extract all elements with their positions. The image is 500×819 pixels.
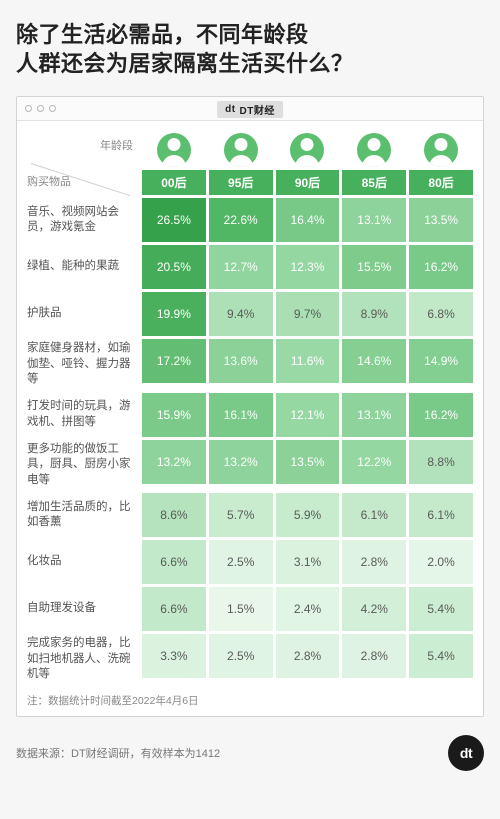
heatmap-cell: 22.6% — [209, 198, 273, 242]
note: 注：数据统计时间截至2022年4月6日 — [27, 693, 473, 708]
heatmap-cell: 6.6% — [142, 587, 206, 631]
heatmap-cell: 20.5% — [142, 245, 206, 289]
corner-label-top: 年龄段 — [100, 137, 133, 153]
heatmap-cell: 6.6% — [142, 540, 206, 584]
heatmap-cell: 13.6% — [209, 339, 273, 383]
heatmap-cell: 8.9% — [342, 292, 406, 336]
chart-panel: dt DT财经 年龄段购买物品00后95后90后85后80后音乐、视频网站会员，… — [16, 96, 484, 717]
heatmap-cell: 2.5% — [209, 540, 273, 584]
heatmap-cell: 15.5% — [342, 245, 406, 289]
heatmap-cell: 5.4% — [409, 634, 473, 678]
page-title: 除了生活必需品，不同年龄段 人群还会为居家隔离生活买什么？ — [16, 20, 484, 78]
title-line-1: 除了生活必需品，不同年龄段 — [16, 20, 484, 49]
row-label: 家庭健身器材，如瑜伽垫、哑铃、握力器等 — [27, 339, 139, 390]
heatmap-cell: 5.9% — [276, 493, 340, 537]
brand-logo: dt — [448, 735, 484, 771]
heatmap-cell: 3.3% — [142, 634, 206, 678]
heatmap-cell: 26.5% — [142, 198, 206, 242]
heatmap-cell: 13.1% — [342, 393, 406, 437]
heatmap-cell: 13.5% — [276, 440, 340, 484]
row-label: 音乐、视频网站会员，游戏氪金 — [27, 198, 139, 242]
row-label: 完成家务的电器，比如扫地机器人、洗碗机等 — [27, 634, 139, 685]
heatmap-cell: 19.9% — [142, 292, 206, 336]
heatmap-cell: 14.9% — [409, 339, 473, 383]
source-text: 数据来源：DT财经调研，有效样本为1412 — [16, 745, 220, 761]
corner-label: 年龄段购买物品 — [27, 131, 139, 195]
heatmap-cell: 8.6% — [142, 493, 206, 537]
heatmap-cell: 16.2% — [409, 393, 473, 437]
window-dot — [37, 105, 44, 112]
heatmap-cell: 13.1% — [342, 198, 406, 242]
heatmap-cell: 2.8% — [342, 540, 406, 584]
heatmap-cell: 13.2% — [209, 440, 273, 484]
header-tag-text: DT财经 — [240, 102, 275, 117]
avatar-icon — [290, 133, 324, 167]
column-header: 85后 — [342, 131, 406, 195]
heatmap-cell: 9.4% — [209, 292, 273, 336]
column-label: 80后 — [409, 170, 473, 195]
avatar-icon — [424, 133, 458, 167]
heatmap-cell: 16.2% — [409, 245, 473, 289]
heatmap-cell: 13.5% — [409, 198, 473, 242]
avatar-icon — [157, 133, 191, 167]
window-dot — [49, 105, 56, 112]
column-label: 00后 — [142, 170, 206, 195]
row-label: 更多功能的做饭工具，厨具、厨房小家电等 — [27, 440, 139, 491]
heatmap-cell: 6.8% — [409, 292, 473, 336]
column-header: 90后 — [276, 131, 340, 195]
row-label: 增加生活品质的，比如香薰 — [27, 493, 139, 537]
heatmap-cell: 16.4% — [276, 198, 340, 242]
column-header: 80后 — [409, 131, 473, 195]
heatmap-cell: 14.6% — [342, 339, 406, 383]
row-label: 自助理发设备 — [27, 587, 139, 631]
column-label: 95后 — [209, 170, 273, 195]
heatmap-cell: 17.2% — [142, 339, 206, 383]
heatmap-cell: 12.2% — [342, 440, 406, 484]
column-header: 95后 — [209, 131, 273, 195]
heatmap-cell: 3.1% — [276, 540, 340, 584]
header-logo-glyph: dt — [225, 104, 235, 115]
row-label: 绿植、能种的果蔬 — [27, 245, 139, 289]
row-label: 化妆品 — [27, 540, 139, 584]
heatmap-cell: 12.7% — [209, 245, 273, 289]
heatmap-cell: 2.8% — [276, 634, 340, 678]
heatmap-cell: 12.1% — [276, 393, 340, 437]
row-label: 护肤品 — [27, 292, 139, 336]
heatmap-cell: 11.6% — [276, 339, 340, 383]
row-label: 打发时间的玩具，游戏机、拼图等 — [27, 393, 139, 437]
heatmap-cell: 2.8% — [342, 634, 406, 678]
heatmap-cell: 2.0% — [409, 540, 473, 584]
heatmap-cell: 15.9% — [142, 393, 206, 437]
panel-header: dt DT财经 — [17, 97, 483, 121]
heatmap-cell: 9.7% — [276, 292, 340, 336]
heatmap-cell: 2.4% — [276, 587, 340, 631]
heatmap-cell: 6.1% — [342, 493, 406, 537]
corner-label-bottom: 购买物品 — [27, 173, 71, 189]
heatmap-cell: 1.5% — [209, 587, 273, 631]
heatmap-cell: 12.3% — [276, 245, 340, 289]
heatmap-cell: 5.7% — [209, 493, 273, 537]
title-line-2: 人群还会为居家隔离生活买什么？ — [16, 49, 484, 78]
heatmap-cell: 8.8% — [409, 440, 473, 484]
column-label: 90后 — [276, 170, 340, 195]
heatmap-grid: 年龄段购买物品00后95后90后85后80后音乐、视频网站会员，游戏氪金26.5… — [27, 131, 473, 685]
heatmap-cell: 16.1% — [209, 393, 273, 437]
avatar-icon — [224, 133, 258, 167]
heatmap-cell: 4.2% — [342, 587, 406, 631]
heatmap-cell: 13.2% — [142, 440, 206, 484]
heatmap-cell: 6.1% — [409, 493, 473, 537]
header-tag: dt DT财经 — [217, 101, 283, 118]
column-label: 85后 — [342, 170, 406, 195]
column-header: 00后 — [142, 131, 206, 195]
heatmap-cell: 2.5% — [209, 634, 273, 678]
avatar-icon — [357, 133, 391, 167]
window-dot — [25, 105, 32, 112]
heatmap-cell: 5.4% — [409, 587, 473, 631]
